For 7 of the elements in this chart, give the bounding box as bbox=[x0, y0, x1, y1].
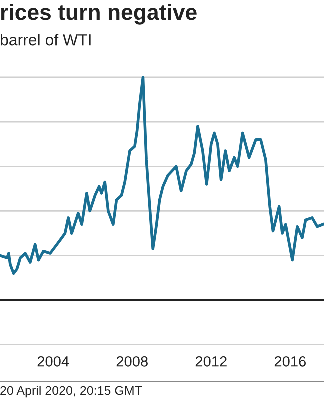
text: 20 April 2020, 20:15 GMT bbox=[0, 386, 142, 398]
x-tick-label: 2012 bbox=[196, 356, 227, 367]
x-tick-label: 2016 bbox=[274, 356, 306, 367]
x-tick-label: 2004 bbox=[38, 356, 70, 367]
chart-subtitle: barrel of WTI bbox=[1, 34, 91, 46]
x-tick-label: 2008 bbox=[116, 356, 148, 367]
chart-title: rices turn negative bbox=[1, 4, 197, 25]
